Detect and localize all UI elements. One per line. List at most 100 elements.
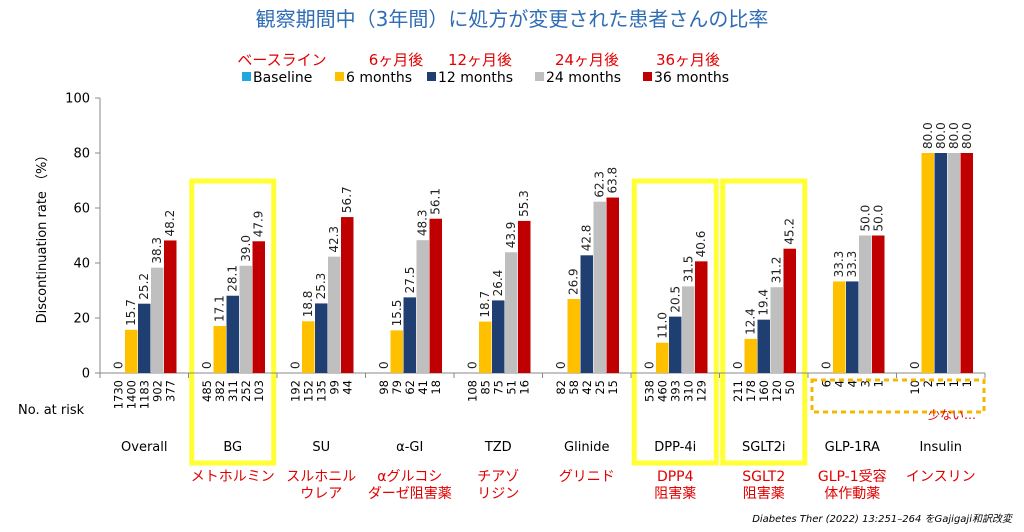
category-label: α-GI (396, 440, 423, 455)
at-risk-value: 311 (226, 380, 240, 402)
category-label-ja: チアゾ (477, 469, 519, 485)
at-risk-value: 51 (504, 380, 518, 395)
bar (403, 297, 416, 373)
data-label: 39.0 (239, 235, 253, 262)
at-risk-value: 1400 (124, 380, 138, 409)
at-risk-value: 160 (757, 380, 771, 402)
category-label-ja: リジン (477, 486, 519, 502)
data-label: 45.2 (783, 218, 797, 245)
at-risk-value: 103 (252, 380, 266, 402)
at-risk-value: 2 (921, 380, 935, 387)
data-label: 0 (908, 361, 922, 369)
data-label: 15.5 (390, 300, 404, 327)
data-label: 15.7 (124, 299, 138, 326)
at-risk-value: 10 (908, 380, 922, 395)
highlight-box (720, 178, 808, 466)
at-risk-value: 15 (606, 380, 620, 395)
category-label: Insulin (919, 440, 962, 455)
category-label: BG (223, 440, 242, 455)
bar (125, 329, 138, 373)
category-label: SGLT2i (742, 440, 786, 455)
bar (429, 218, 442, 373)
at-risk-value: 1183 (137, 380, 151, 409)
highlight-box (631, 178, 719, 466)
bar (833, 281, 846, 373)
at-risk-value: 85 (478, 380, 492, 395)
bar (213, 325, 226, 373)
at-risk-value: 485 (200, 380, 214, 402)
bar (859, 235, 872, 373)
data-label: 50.0 (858, 205, 872, 232)
bar (872, 235, 885, 373)
data-label: 33.3 (832, 251, 846, 278)
at-risk-value: 42 (580, 380, 594, 395)
data-label: 12.4 (744, 308, 758, 335)
category-labels: Overall BG SU α-GI TZD Glinide DPP-4i SGLT2i GLP… (121, 440, 962, 455)
bar (151, 267, 164, 373)
at-risk-value: 135 (314, 380, 328, 402)
at-risk-value: 41 (416, 380, 430, 395)
category-label-ja: ウレア (300, 486, 342, 502)
category-label-ja: DPP4 (657, 469, 694, 485)
data-label: 26.9 (567, 268, 581, 295)
data-label: 18.7 (478, 291, 492, 318)
at-risk-value: 1 (947, 380, 961, 387)
bar (656, 342, 669, 373)
bar (164, 240, 177, 373)
data-label: 0 (200, 361, 214, 369)
bars (125, 153, 973, 373)
bar (239, 265, 252, 373)
bar (302, 321, 315, 373)
at-risk-value: 1 (934, 380, 948, 387)
bar (757, 319, 770, 373)
value-labels: 0 0 0 0 0 0 0 0 0 0 15.7 17.1 18.8 15.5 18.7 26.9 11.0 12… (111, 122, 974, 369)
at-risk-value: 18 (429, 380, 443, 395)
at-risk-value: 99 (327, 380, 341, 395)
bar (846, 281, 859, 373)
at-risk-value: 82 (554, 380, 568, 395)
data-label: 25.2 (137, 273, 151, 300)
legend-label: 24 months (546, 70, 621, 86)
at-risk-value: 192 (288, 380, 302, 402)
legend-ja-label: 12ヶ月後 (448, 51, 512, 69)
category-label-ja: 阻害薬 (654, 486, 696, 502)
data-label: 0 (819, 361, 833, 369)
legend-swatch (535, 72, 544, 81)
legend-ja-label: 36ヶ月後 (656, 51, 720, 69)
data-label: 43.9 (504, 222, 518, 249)
at-risk-value: 252 (239, 380, 253, 402)
bar (138, 303, 151, 373)
at-risk-label: No. at risk (18, 403, 85, 418)
bar (567, 299, 580, 373)
data-label: 55.3 (517, 190, 531, 217)
data-label: 33.3 (845, 251, 859, 278)
category-label-ja: ダーゼ阻害薬 (368, 486, 452, 502)
at-risk-value: 58 (567, 380, 581, 395)
data-label: 0 (554, 361, 568, 369)
data-label: 27.5 (403, 267, 417, 294)
at-risk-value: 16 (517, 380, 531, 395)
category-label-ja: インスリン (906, 469, 976, 485)
data-label: 0 (377, 361, 391, 369)
legend-swatch (427, 72, 436, 81)
bar (593, 201, 606, 373)
data-label: 25.3 (314, 273, 328, 300)
category-label-ja: 体作動薬 (824, 486, 880, 502)
category-label: SU (312, 440, 330, 455)
category-label-ja: スルホニル (286, 469, 356, 485)
bar (390, 330, 403, 373)
at-risk-value: 75 (491, 380, 505, 395)
data-label: 47.9 (252, 211, 266, 238)
at-risk-value: 98 (377, 380, 391, 395)
data-label: 80.0 (921, 122, 935, 149)
data-label: 0 (642, 361, 656, 369)
small-sample-highlight (810, 378, 986, 414)
bar (479, 321, 492, 373)
bar (682, 286, 695, 373)
legend-swatch (643, 72, 652, 81)
data-label: 0 (731, 361, 745, 369)
data-label: 62.3 (593, 171, 607, 198)
data-label: 0 (111, 361, 125, 369)
data-label: 19.4 (757, 289, 771, 316)
at-risk-value: 50 (783, 380, 797, 395)
